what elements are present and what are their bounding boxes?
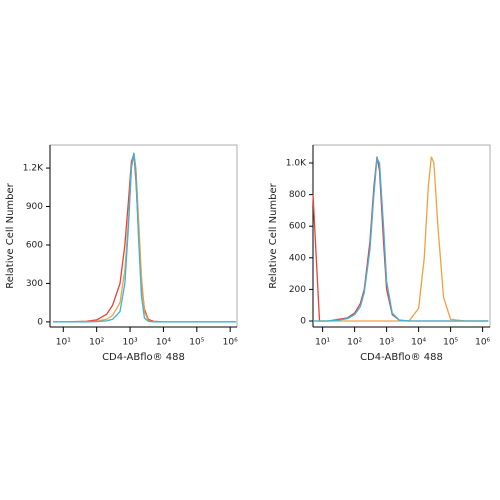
x-tick-label: 10⁵ (443, 338, 458, 348)
x-tick-label: 10⁶ (475, 338, 490, 348)
histogram-line (53, 152, 237, 323)
y-tick-label: 800 (289, 190, 306, 200)
x-tick-label: 10⁴ (156, 338, 171, 348)
y-tick-label: 400 (289, 253, 306, 263)
y-tick-label: 1.0K (286, 159, 307, 169)
y-tick-label: 1.2K (23, 164, 44, 174)
x-axis-label: CD4-ABflo® 488 (360, 352, 443, 363)
x-tick-label: 10² (347, 338, 362, 348)
x-tick-label: 10⁴ (411, 338, 426, 348)
y-tick-label: 0 (37, 317, 43, 327)
histogram-line (53, 153, 237, 323)
plot-frame (312, 144, 491, 328)
histogram-line (53, 152, 237, 323)
y-tick-label: 200 (289, 285, 306, 295)
histogram-line (312, 156, 489, 322)
y-axis-label: Relative Cell Number (5, 182, 16, 288)
x-tick-label: 10² (89, 338, 104, 348)
histogram-line (313, 156, 489, 322)
y-tick-label: 300 (26, 279, 43, 289)
x-tick-label: 10⁵ (189, 338, 204, 348)
y-tick-label: 0 (300, 316, 306, 326)
x-tick-label: 10³ (123, 338, 138, 348)
x-axis-label: CD4-ABflo® 488 (102, 352, 185, 363)
x-tick-label: 10⁶ (223, 338, 238, 348)
y-tick-label: 600 (26, 240, 43, 250)
x-tick-label: 10¹ (56, 338, 71, 348)
x-tick-label: 10¹ (315, 338, 330, 348)
y-tick-label: 600 (289, 222, 306, 232)
x-tick-label: 10³ (379, 338, 394, 348)
histogram-line (313, 156, 489, 322)
y-tick-label: 900 (26, 202, 43, 212)
y-axis-label: Relative Cell Number (268, 182, 279, 288)
